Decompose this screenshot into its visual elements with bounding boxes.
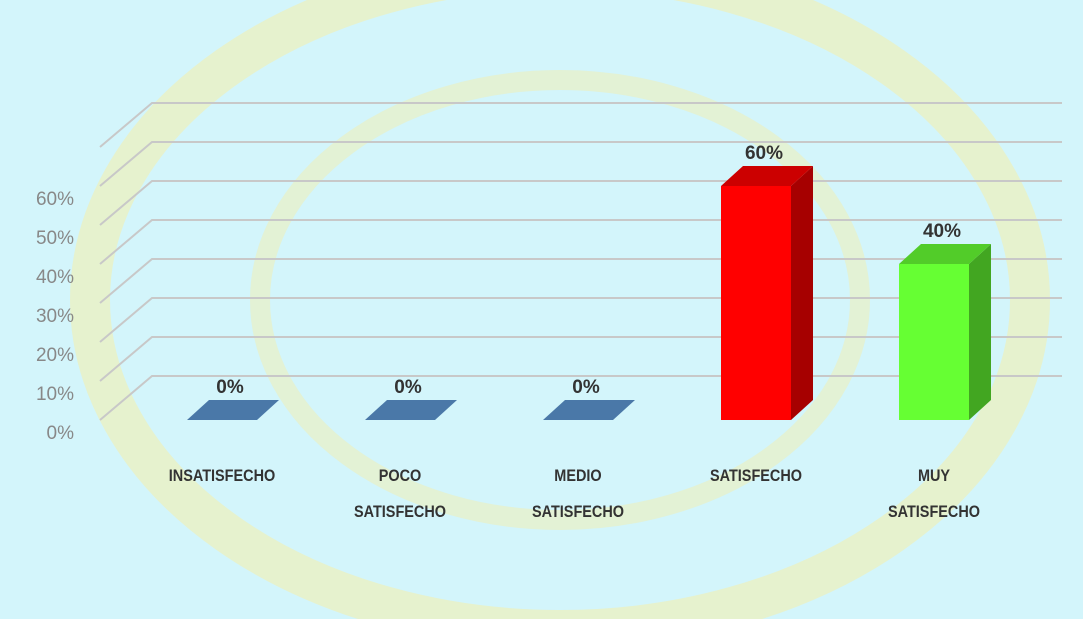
y-tick-label: 0% xyxy=(47,423,75,444)
y-tick-label: 10% xyxy=(36,384,74,405)
bar-face xyxy=(899,264,969,420)
chart: 0% 10% 20% 30% 40% 50% 60% 0% 0% 0% 60% 40% INSATIS… xyxy=(0,0,1083,619)
y-tick-label: 20% xyxy=(36,345,74,366)
bar-face xyxy=(791,166,813,420)
y-tick-label: 30% xyxy=(36,306,74,327)
y-tick-label: 60% xyxy=(36,189,74,210)
bar-face xyxy=(969,244,991,420)
value-label: 40% xyxy=(923,221,961,242)
x-tick-label: MUY SATISFECHO xyxy=(875,458,994,530)
bar-face xyxy=(365,400,457,420)
x-tick-label: MEDIO SATISFECHO xyxy=(519,458,638,530)
x-tick-label: SATISFECHO xyxy=(697,458,816,494)
grid-line xyxy=(100,181,1062,225)
bar-face xyxy=(187,400,279,420)
bar xyxy=(543,400,635,420)
bar-face xyxy=(721,186,791,420)
y-tick-label: 40% xyxy=(36,267,74,288)
bar-face xyxy=(543,400,635,420)
bar xyxy=(187,400,279,420)
value-label: 0% xyxy=(216,377,244,398)
bar xyxy=(899,244,991,420)
x-tick-label: POCO SATISFECHO xyxy=(341,458,460,530)
value-label: 60% xyxy=(745,143,783,164)
bar xyxy=(365,400,457,420)
bar xyxy=(721,166,813,420)
x-tick-label: INSATISFECHO xyxy=(163,458,282,494)
y-tick-label: 50% xyxy=(36,228,74,249)
value-label: 0% xyxy=(572,377,600,398)
grid-line xyxy=(100,142,1062,186)
value-label: 0% xyxy=(394,377,422,398)
